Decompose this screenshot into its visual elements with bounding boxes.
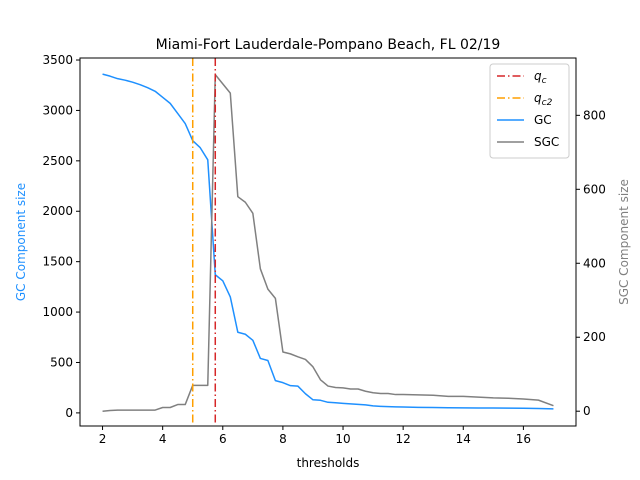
legend-entries: qc qc2 GC SGC: [497, 69, 559, 149]
legend: qc qc2 GC SGC: [489, 63, 570, 159]
x-tick-label: 2: [99, 432, 107, 446]
plot-frame: [79, 57, 577, 427]
x-tick-label: 8: [279, 432, 287, 446]
left-y-tick-label: 500: [50, 355, 73, 369]
left-y-axis-title: GC Component size: [14, 183, 28, 301]
legend-label-qc: qc: [534, 69, 547, 86]
right-y-axis-title: SGC Component size: [617, 179, 631, 305]
left-y-tick-label: 1500: [42, 255, 73, 269]
x-axis-title: thresholds: [297, 456, 360, 470]
left-y-tick-label: 0: [65, 406, 73, 420]
right-y-tick-label: 200: [583, 330, 606, 344]
x-axis: 2 4 6 8 10 12 14 16: [99, 426, 531, 446]
x-tick-label: 14: [456, 432, 471, 446]
plot-area: [102, 58, 554, 426]
x-tick-label: 10: [335, 432, 350, 446]
x-tick-label: 16: [516, 432, 531, 446]
left-y-axis: 0 500 1000 1500 2000 2500 3000 3500: [42, 53, 80, 420]
x-tick-label: 4: [159, 432, 167, 446]
right-y-axis: 0 200 400 600 800: [576, 108, 606, 418]
series-line-gc: [102, 73, 554, 410]
right-y-tick-label: 800: [583, 108, 606, 122]
legend-label-sgc: SGC: [534, 135, 559, 149]
left-y-tick-label: 3000: [42, 103, 73, 117]
left-y-tick-label: 2500: [42, 154, 73, 168]
legend-label-qc2: qc2: [534, 91, 553, 108]
left-y-tick-label: 2000: [42, 204, 73, 218]
series-line-sgc: [102, 73, 554, 412]
legend-box: [489, 63, 570, 159]
chart-title: Miami-Fort Lauderdale-Pompano Beach, FL …: [156, 37, 501, 53]
legend-label-gc: GC: [534, 113, 552, 127]
left-y-tick-label: 1000: [42, 305, 73, 319]
right-y-tick-label: 400: [583, 256, 606, 270]
series-layer: [102, 73, 554, 412]
x-tick-label: 12: [396, 432, 411, 446]
left-y-tick-label: 3500: [42, 53, 73, 67]
right-y-tick-label: 600: [583, 182, 606, 196]
x-tick-label: 6: [219, 432, 227, 446]
right-y-tick-label: 0: [583, 404, 591, 418]
